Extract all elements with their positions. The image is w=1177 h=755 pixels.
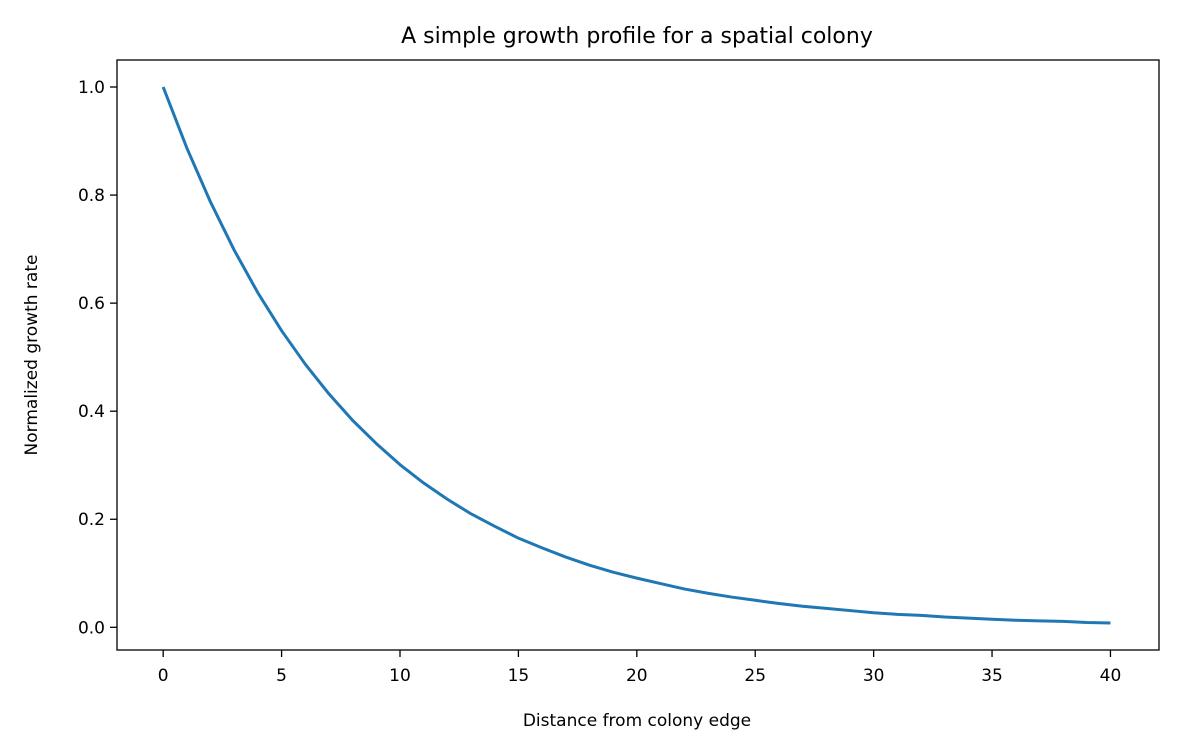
x-tick-label: 10	[389, 666, 411, 686]
x-tick-label: 20	[626, 666, 648, 686]
x-tick-label: 40	[1100, 666, 1122, 686]
series-layer	[161, 86, 1111, 625]
y-tick-label: 0.6	[78, 294, 105, 314]
x-axis-label: Distance from colony edge	[523, 711, 751, 731]
y-tick-label: 0.0	[78, 618, 105, 638]
x-tick-label: 0	[158, 666, 169, 686]
y-tick-label: 0.8	[78, 186, 105, 206]
x-tick-label: 25	[744, 666, 766, 686]
series-line	[161, 86, 1111, 625]
x-tick-label: 35	[981, 666, 1003, 686]
x-tick-label: 15	[508, 666, 530, 686]
y-tick-label: 0.2	[78, 510, 105, 530]
y-tick-label: 1.0	[78, 78, 105, 98]
y-axis-label: Normalized growth rate	[22, 255, 42, 456]
chart-title: A simple growth profile for a spatial co…	[401, 24, 873, 49]
y-axis-ticks: 0.0 0.2 0.4 0.6 0.8 1.0	[78, 78, 117, 638]
x-tick-label: 5	[276, 666, 287, 686]
x-tick-label: 30	[863, 666, 885, 686]
y-tick-label: 0.4	[78, 402, 105, 422]
x-axis-ticks: 0 5 10 15 20 25 30 35 40	[158, 650, 1122, 686]
plot-area-frame	[116, 59, 1160, 651]
